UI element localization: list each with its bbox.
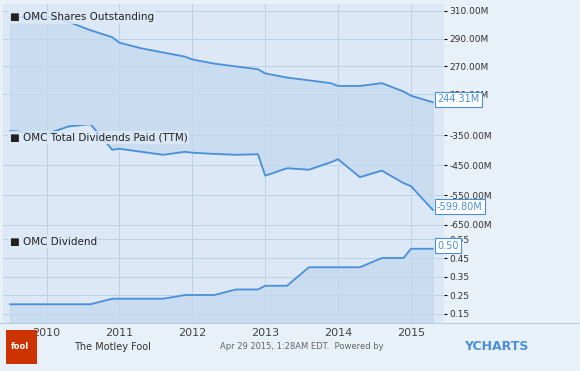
Text: 0.50: 0.50 xyxy=(437,241,458,251)
Text: 244.31M: 244.31M xyxy=(437,94,479,104)
Text: Apr 29 2015, 1:28AM EDT.  Powered by: Apr 29 2015, 1:28AM EDT. Powered by xyxy=(220,342,387,351)
Text: ■ OMC Total Dividends Paid (TTM): ■ OMC Total Dividends Paid (TTM) xyxy=(9,132,187,142)
Text: The Motley Fool: The Motley Fool xyxy=(74,342,151,352)
Text: -599.80M: -599.80M xyxy=(437,202,483,212)
Text: ■ OMC Dividend: ■ OMC Dividend xyxy=(9,237,97,247)
FancyBboxPatch shape xyxy=(3,330,37,364)
Text: ■ OMC Shares Outstanding: ■ OMC Shares Outstanding xyxy=(9,12,154,22)
Text: fool: fool xyxy=(11,342,30,351)
Text: YCHARTS: YCHARTS xyxy=(464,340,528,354)
